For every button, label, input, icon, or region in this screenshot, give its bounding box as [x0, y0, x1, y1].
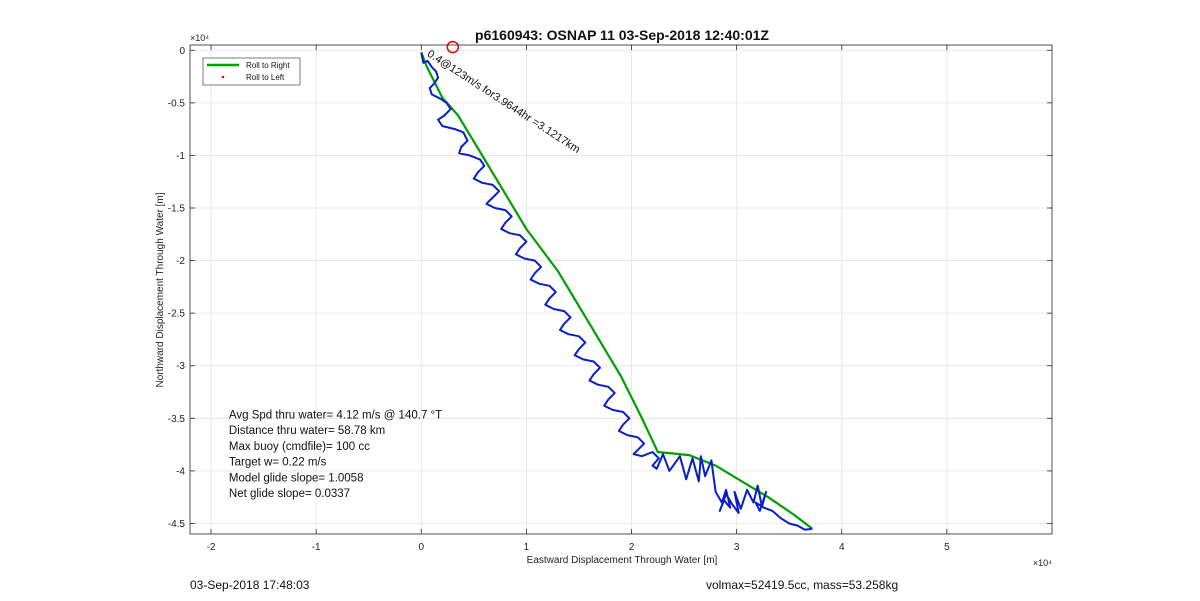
- legend-box: [202, 57, 301, 86]
- stats-annotation: Distance thru water= 58.78 km: [229, 425, 385, 437]
- x-tick-label: 1: [524, 542, 530, 553]
- y-tick-label: -4: [176, 466, 185, 477]
- plot-area: [190, 45, 1052, 534]
- legend-label-roll-right: Roll to Right: [246, 61, 290, 70]
- x-tick-label: 4: [839, 542, 845, 553]
- x-tick-label: 5: [944, 542, 950, 553]
- y-tick-label: -3: [176, 361, 185, 372]
- y-tick-label: -4.5: [168, 519, 186, 530]
- y-tick-label: -3.5: [168, 414, 186, 425]
- legend-label-roll-left: Roll to Left: [246, 73, 285, 82]
- stats-annotation: Avg Spd thru water= 4.12 m/s @ 140.7 °T: [229, 409, 442, 421]
- grid-lines: [190, 45, 1052, 534]
- legend-marker-roll-left: [221, 75, 225, 79]
- y-tick-label: 0: [179, 46, 185, 57]
- stats-annotation: Model glide slope= 1.0058: [229, 472, 364, 484]
- series-line-track: [420, 52, 813, 531]
- x-exponent-label: ×10⁴: [1033, 558, 1052, 568]
- x-tick-label: 2: [629, 542, 635, 553]
- chart-title: p6160943: OSNAP 11 03-Sep-2018 12:40:01Z: [475, 27, 769, 43]
- axis-ticks: -2 -1 0 1 2 3 4 5 0 -0.5 -1 -1.5 -2 -2.5 -3 -3.5 -4 -4.5: [168, 45, 1052, 553]
- stats-annotation: Target w= 0.22 m/s: [229, 457, 327, 469]
- footer-volmax-mass: volmax=52419.5cc, mass=53.258kg: [706, 578, 899, 592]
- series-line-roll-to-right: [420, 52, 813, 530]
- stats-annotation: Net glide slope= 0.0337: [229, 488, 350, 500]
- y-exponent-label: ×10⁴: [190, 33, 209, 43]
- x-tick-label: -1: [312, 542, 321, 553]
- stats-annotation: Max buoy (cmdfile)= 100 cc: [229, 441, 370, 453]
- y-tick-label: -2.5: [168, 309, 186, 320]
- x-tick-label: 3: [734, 542, 740, 553]
- y-tick-label: -0.5: [168, 98, 186, 109]
- x-tick-label: -2: [207, 542, 216, 553]
- start-marker: [446, 40, 460, 54]
- y-tick-label: -2: [176, 256, 185, 267]
- y-axis-label: Northward Displacement Through Water [m]: [155, 192, 166, 387]
- plot-frame: [189, 44, 1053, 535]
- y-tick-label: -1: [176, 151, 185, 162]
- footer-timestamp: 03-Sep-2018 17:48:03: [190, 578, 310, 592]
- x-tick-label: 0: [418, 542, 424, 553]
- x-axis-label: Eastward Displacement Through Water [m]: [527, 555, 718, 566]
- series-layer: [420, 40, 813, 531]
- y-tick-label: -1.5: [168, 204, 186, 215]
- legend: Roll to Right Roll to Left: [202, 57, 301, 86]
